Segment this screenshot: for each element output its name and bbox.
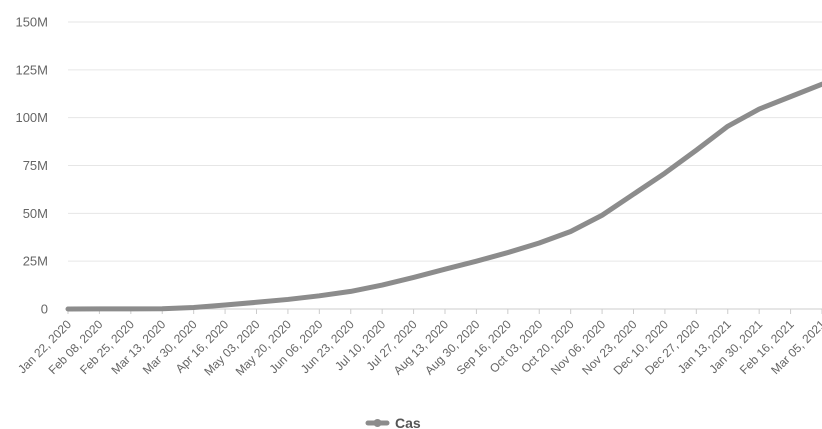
data-point <box>662 171 667 176</box>
data-point <box>411 275 416 280</box>
y-tick-label: 75M <box>23 158 48 173</box>
data-point <box>443 267 448 272</box>
series-line-cas <box>65 81 822 312</box>
data-point <box>600 213 605 218</box>
data-point <box>757 107 762 112</box>
y-tick-label: 50M <box>23 206 48 221</box>
data-point <box>97 306 102 311</box>
data-point <box>254 300 259 305</box>
data-point <box>537 240 542 245</box>
data-point <box>505 250 510 255</box>
y-tick-label: 100M <box>15 110 48 125</box>
y-tick-label: 0 <box>41 302 48 317</box>
data-point <box>474 259 479 264</box>
data-point <box>348 289 353 294</box>
data-point <box>128 306 133 311</box>
data-point <box>191 305 196 310</box>
legend-swatch-marker <box>373 419 382 427</box>
data-point <box>223 302 228 307</box>
y-tick-label: 125M <box>15 62 48 77</box>
data-point <box>725 124 730 129</box>
data-point <box>317 293 322 298</box>
data-point <box>285 297 290 302</box>
data-point <box>66 306 71 311</box>
legend-label: Cas <box>395 415 421 429</box>
data-point <box>694 148 699 153</box>
y-tick-label: 150M <box>15 15 48 30</box>
y-tick-label: 25M <box>23 254 48 269</box>
data-point <box>160 306 165 311</box>
data-point <box>631 192 636 197</box>
data-point <box>380 283 385 288</box>
data-point <box>568 229 573 234</box>
data-point <box>788 94 793 99</box>
